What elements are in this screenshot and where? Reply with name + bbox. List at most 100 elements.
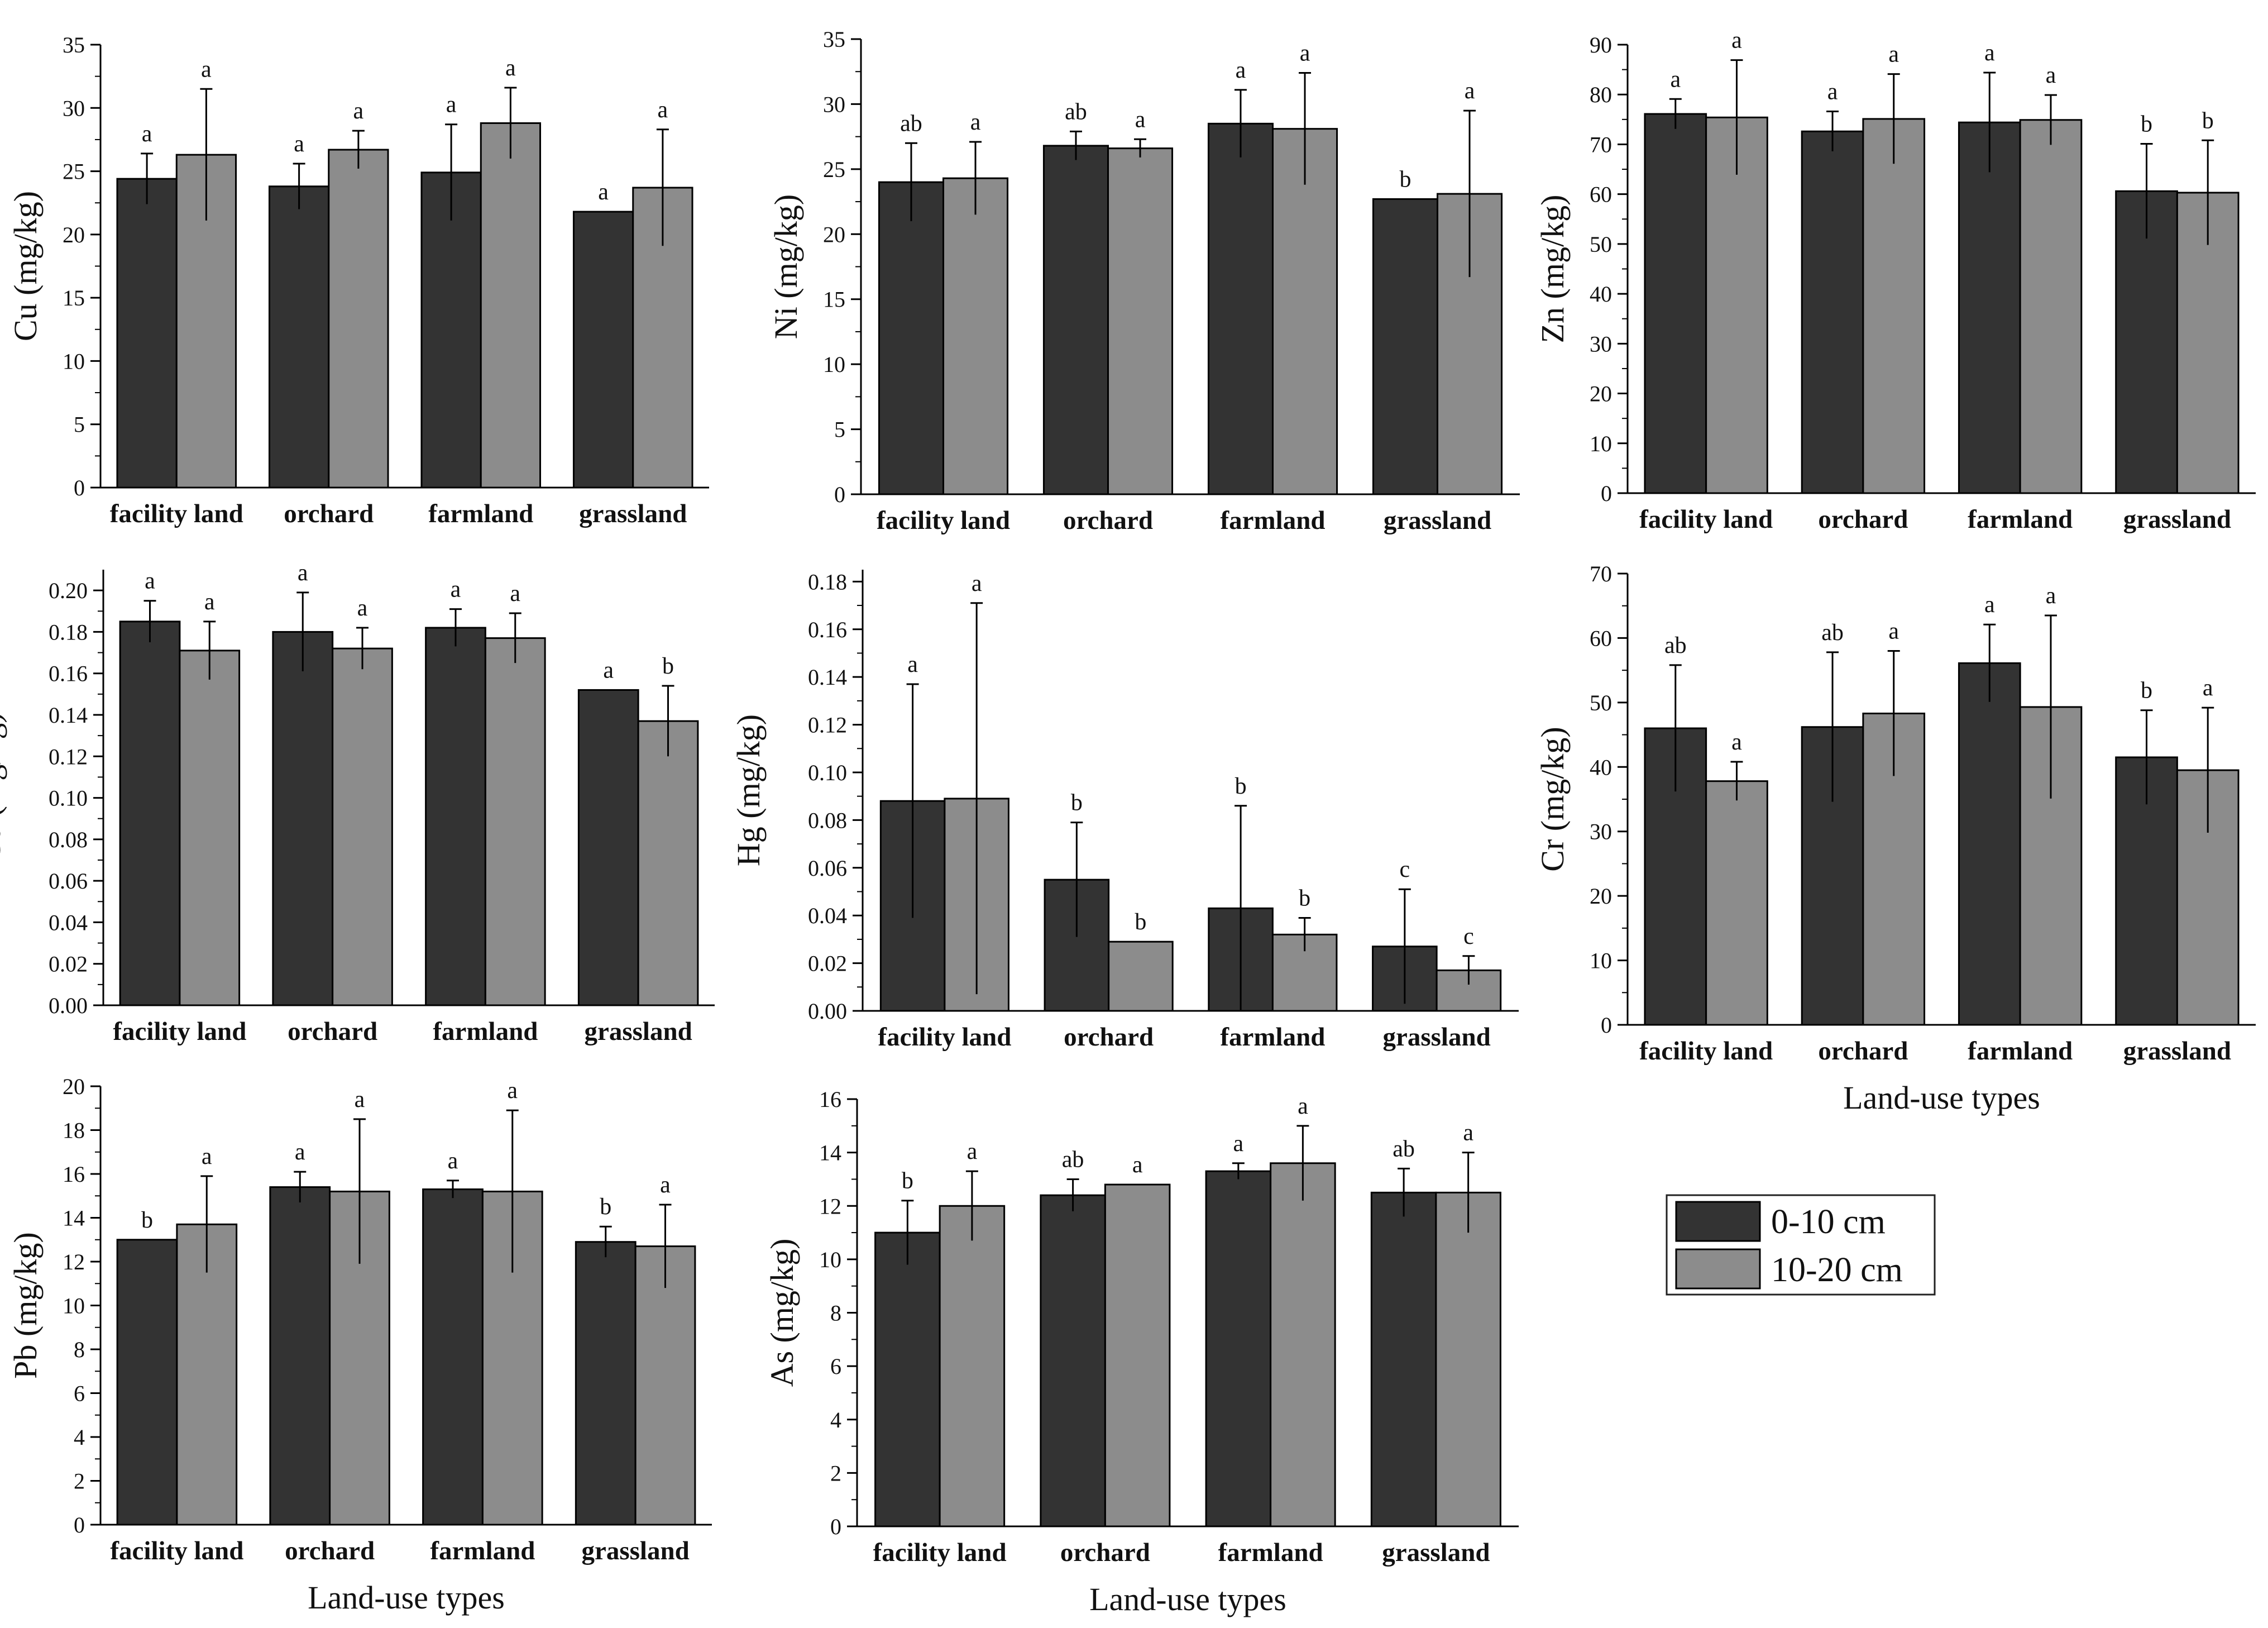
as-significance-letter: a bbox=[1233, 1131, 1244, 1157]
cd-y-tick-label: 0.14 bbox=[49, 703, 88, 728]
hg-bar-orchard-10-20cm bbox=[1108, 940, 1174, 1012]
zn-bar-farmland-0-10cm bbox=[1958, 121, 2021, 494]
cd-significance-letter: a bbox=[451, 577, 461, 603]
cr-bar-facility-land-10-20cm bbox=[1705, 780, 1768, 1026]
as-bar-grassland-10-20cm bbox=[1435, 1191, 1501, 1527]
as-significance-letter: a bbox=[967, 1139, 978, 1164]
as-bar-farmland-10-20cm bbox=[1270, 1162, 1336, 1527]
pb-significance-letter: a bbox=[355, 1087, 365, 1113]
hg-significance-letter: b bbox=[1235, 774, 1247, 799]
ni-y-tick-label: 30 bbox=[823, 92, 845, 117]
as-category-label: facility land bbox=[873, 1538, 1007, 1567]
ni-y-axis-label: Ni (mg/kg) bbox=[768, 194, 804, 339]
cr-category-label: farmland bbox=[1968, 1037, 2073, 1066]
ni-y-tick-label: 25 bbox=[823, 157, 845, 182]
cd-y-tick-label: 0.18 bbox=[49, 619, 88, 644]
as-significance-letter: ab bbox=[1062, 1147, 1084, 1172]
hg-significance-letter: b bbox=[1299, 885, 1310, 911]
as-category-label: grassland bbox=[1382, 1538, 1490, 1567]
legend-box bbox=[1666, 1194, 1936, 1296]
hg-significance-letter: c bbox=[1463, 924, 1474, 949]
as-bar-facility-land-10-20cm bbox=[939, 1205, 1006, 1527]
as-significance-letter: b bbox=[902, 1168, 913, 1194]
cr-y-tick-label: 40 bbox=[1590, 755, 1612, 780]
hg-category-label: orchard bbox=[1064, 1023, 1154, 1052]
as-significance-letter: a bbox=[1132, 1152, 1143, 1178]
pb-y-tick-label: 12 bbox=[63, 1249, 85, 1274]
cr-y-axis-label: Cr (mg/kg) bbox=[1534, 727, 1571, 871]
ni-y-tick-label: 5 bbox=[834, 417, 845, 442]
ni-y-tick-label: 15 bbox=[823, 287, 845, 312]
cu-significance-letter: a bbox=[446, 92, 457, 118]
cu-y-tick-label: 35 bbox=[63, 32, 85, 58]
zn-significance-letter: a bbox=[2046, 63, 2056, 88]
pb-bar-grassland-10-20cm bbox=[634, 1245, 696, 1526]
pb-significance-letter: b bbox=[141, 1207, 153, 1233]
zn-bar-orchard-0-10cm bbox=[1801, 130, 1864, 494]
zn-significance-letter: a bbox=[1827, 79, 1838, 105]
hg-category-label: farmland bbox=[1220, 1023, 1325, 1052]
pb-bar-facility-land-10-20cm bbox=[176, 1223, 238, 1526]
pb-y-tick-label: 2 bbox=[74, 1469, 85, 1494]
zn-category-label: facility land bbox=[1639, 505, 1773, 534]
cd-significance-letter: a bbox=[603, 657, 614, 683]
cd-bar-farmland-0-10cm bbox=[425, 627, 486, 1006]
zn-bar-facility-land-0-10cm bbox=[1644, 113, 1707, 494]
as-y-tick-label: 0 bbox=[830, 1514, 841, 1539]
ni-significance-letter: b bbox=[1399, 166, 1411, 192]
as-bar-facility-land-0-10cm bbox=[874, 1231, 941, 1527]
cd-bar-orchard-0-10cm bbox=[272, 631, 334, 1006]
as-bar-grassland-0-10cm bbox=[1370, 1191, 1437, 1527]
cr-y-tick-label: 0 bbox=[1601, 1013, 1612, 1038]
cu-bar-grassland-0-10cm bbox=[572, 211, 634, 489]
cu-significance-letter: a bbox=[142, 121, 152, 147]
zn-y-tick-label: 10 bbox=[1590, 431, 1612, 456]
hg-y-tick-label: 0.12 bbox=[808, 713, 847, 738]
as-y-tick-label: 8 bbox=[830, 1301, 841, 1326]
ni-category-label: farmland bbox=[1221, 506, 1326, 535]
chart-panel-as: 0 2 4 6 8 10 12 14 16 As (mg/kg) b a facility land ab… bbox=[764, 1087, 1519, 1617]
hg-y-tick-label: 0.04 bbox=[808, 903, 847, 928]
hg-y-tick-label: 0.18 bbox=[808, 569, 847, 594]
cr-category-label: facility land bbox=[1639, 1037, 1773, 1066]
cd-y-tick-label: 0.20 bbox=[49, 578, 88, 603]
ni-significance-letter: a bbox=[1236, 58, 1246, 83]
hg-category-label: grassland bbox=[1382, 1023, 1490, 1052]
hg-y-tick-label: 0.02 bbox=[808, 951, 847, 976]
as-significance-letter: a bbox=[1298, 1094, 1308, 1119]
cr-significance-letter: ab bbox=[1821, 620, 1844, 646]
hg-y-tick-label: 0.10 bbox=[808, 760, 847, 785]
cd-bar-orchard-10-20cm bbox=[332, 647, 393, 1006]
ni-significance-letter: ab bbox=[900, 111, 922, 136]
cd-significance-letter: a bbox=[298, 560, 308, 586]
cd-bar-grassland-10-20cm bbox=[637, 720, 699, 1006]
ni-y-tick-label: 10 bbox=[823, 352, 845, 377]
hg-significance-letter: a bbox=[907, 652, 918, 677]
legend-swatch-0-10cm bbox=[1675, 1201, 1761, 1242]
cu-y-tick-label: 0 bbox=[74, 475, 85, 500]
cu-bar-farmland-0-10cm bbox=[420, 171, 482, 489]
pb-significance-letter: a bbox=[507, 1078, 518, 1104]
zn-bar-orchard-10-20cm bbox=[1862, 118, 1926, 494]
cr-significance-letter: a bbox=[1984, 592, 1995, 618]
cd-bar-facility-land-10-20cm bbox=[179, 650, 241, 1006]
ni-bar-orchard-10-20cm bbox=[1107, 147, 1174, 495]
cr-y-tick-label: 50 bbox=[1590, 690, 1612, 715]
as-y-tick-label: 12 bbox=[819, 1193, 841, 1219]
pb-y-tick-label: 6 bbox=[74, 1381, 85, 1406]
cd-y-tick-label: 0.10 bbox=[49, 786, 88, 811]
as-category-label: farmland bbox=[1218, 1538, 1323, 1567]
pb-bar-farmland-0-10cm bbox=[422, 1188, 484, 1526]
legend: 0-10 cm 10-20 cm bbox=[1666, 1194, 1936, 1296]
cd-y-axis-label: Cd (mg/kg) bbox=[0, 712, 7, 862]
cu-bar-orchard-10-20cm bbox=[328, 149, 389, 489]
cd-significance-letter: a bbox=[145, 569, 155, 594]
ni-category-label: grassland bbox=[1384, 506, 1491, 535]
ni-y-tick-label: 20 bbox=[823, 222, 845, 247]
cu-significance-letter: a bbox=[294, 131, 304, 157]
pb-y-tick-label: 20 bbox=[63, 1074, 85, 1099]
cd-y-tick-label: 0.16 bbox=[49, 661, 88, 686]
zn-category-label: orchard bbox=[1818, 505, 1908, 534]
cr-category-label: grassland bbox=[2123, 1037, 2231, 1066]
